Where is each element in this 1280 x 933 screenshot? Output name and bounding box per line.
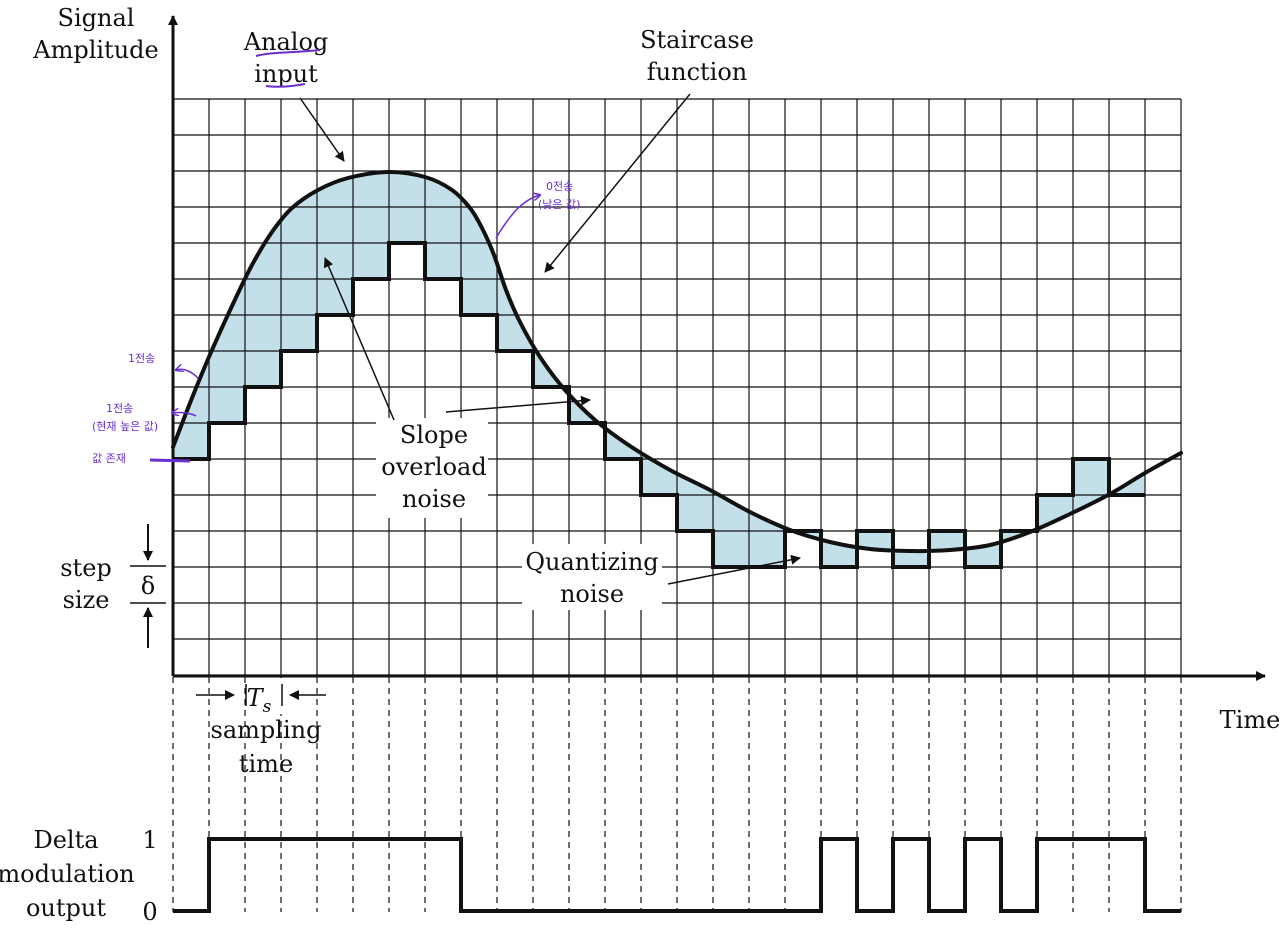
output-label-line3: output	[26, 894, 106, 922]
noise-area-segment	[929, 531, 965, 551]
annotation-arrow-top-right	[495, 195, 540, 239]
annotation-arrow-left-1	[176, 369, 199, 379]
noise-area-segment	[1037, 495, 1073, 529]
analog-label-line2: input	[254, 60, 318, 88]
annotation-left-4: 값 존재	[92, 452, 126, 465]
staircase-label-line1: Staircase	[640, 26, 754, 54]
delta-modulation-output-waveform	[173, 837, 1181, 913]
sampling-dashed-lines	[172, 677, 1182, 912]
annotation-top-right-2: (낮은 값)	[538, 198, 580, 211]
slope-pointer-arrow-left	[323, 257, 395, 421]
staircase-function-line	[173, 241, 1145, 569]
analog-label-bg	[238, 26, 336, 88]
noise-area-segment	[641, 452, 677, 495]
annotation-underline-analog	[255, 49, 321, 57]
annotation-underline-input	[265, 83, 306, 88]
output-label-line2: modulation	[0, 860, 135, 888]
slope-label-line1: Slope	[400, 421, 468, 449]
annotation-underline-left	[149, 458, 191, 463]
delta-symbol: δ	[141, 572, 155, 600]
slope-label-line2: overload	[381, 453, 486, 481]
noise-area-segment	[461, 199, 497, 315]
step-size-label-line1: step	[60, 554, 112, 582]
noise-area-segment	[713, 491, 749, 567]
quant-label-line2: noise	[560, 580, 624, 608]
noise-area-segment	[317, 177, 353, 315]
noise-area-segment	[425, 177, 461, 279]
noise-area-segment	[1073, 459, 1109, 513]
quant-label-bg	[522, 544, 662, 610]
annotation-top-right-1: 0전송	[546, 180, 573, 193]
staircase-label-line2: function	[647, 58, 747, 86]
ts-symbol: Ts	[247, 684, 272, 717]
annotation-arrow-left-2	[172, 412, 197, 416]
staircase-label-bg	[638, 22, 758, 86]
annotation-left-1: 1전송	[128, 352, 155, 365]
slope-label-bg	[376, 418, 488, 518]
sampling-time-line2: time	[239, 750, 293, 778]
noise-area-segment	[893, 550, 929, 567]
noise-area-segment	[281, 190, 317, 351]
output-low-label: 0	[142, 898, 157, 926]
y-axis-label-line1: Signal	[58, 4, 135, 32]
quant-label-line1: Quantizing	[525, 548, 658, 576]
quant-pointer-arrow	[667, 554, 801, 585]
noise-area-segment	[353, 172, 389, 279]
handwritten-annotations: 0전송 (낮은 값) 1전송 1전송 (현재 높은 값) 값 존재	[92, 49, 580, 465]
analog-pointer-arrow	[299, 97, 345, 162]
ts-label-bg	[246, 678, 282, 714]
output-label-line1: Delta	[33, 826, 98, 854]
noise-area-segment	[533, 344, 569, 394]
sampling-time-line1: sampling	[211, 716, 322, 744]
staircase-pointer-arrow	[544, 93, 691, 273]
slope-pointer-arrow-right	[445, 395, 591, 413]
annotation-left-2: 1전송	[106, 402, 133, 415]
noise-area-segment	[857, 531, 893, 551]
x-axis-label: Time	[1220, 706, 1280, 734]
noise-areas	[173, 172, 1145, 567]
step-size-label-line2: size	[63, 586, 110, 614]
output-high-label: 1	[142, 826, 157, 854]
annotation-left-3: (현재 높은 값)	[92, 420, 158, 433]
y-axis-label-line2: Amplitude	[32, 36, 158, 64]
noise-area-segment	[569, 394, 605, 428]
analog-input-curve	[171, 169, 1183, 554]
slope-label-line3: noise	[402, 485, 466, 513]
